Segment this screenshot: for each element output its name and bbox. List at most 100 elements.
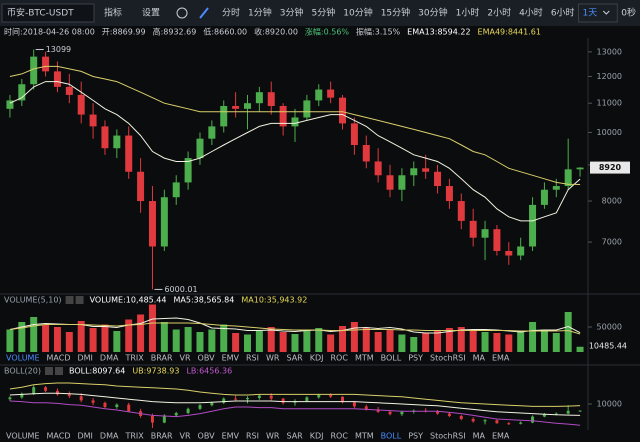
settings-icon[interactable]: [176, 7, 188, 19]
volume-bar: [362, 328, 370, 352]
volume-bar: [552, 333, 560, 352]
indicator-tab[interactable]: MA: [473, 354, 486, 363]
indicator-tab[interactable]: PSY: [408, 432, 423, 441]
indicator-tab[interactable]: DMI: [77, 432, 92, 441]
toolbar-button[interactable]: 设置: [142, 8, 160, 19]
candle-body: [388, 411, 392, 415]
indicator-tab[interactable]: EMA: [492, 354, 510, 363]
indicator-tab[interactable]: EMV: [222, 354, 240, 363]
volume-bar: [529, 322, 537, 352]
indicator-tab[interactable]: DMA: [100, 354, 119, 363]
candle-body: [364, 406, 368, 410]
interval-button[interactable]: 1天: [583, 9, 598, 19]
indicator-tab[interactable]: VR: [180, 432, 191, 441]
indicator-tab[interactable]: SAR: [286, 432, 303, 441]
indicator-tab[interactable]: ROC: [331, 354, 349, 363]
interval-button[interactable]: 5分钟: [312, 7, 336, 19]
info-item: 收:8920.00: [254, 27, 298, 37]
panel-icon: [54, 367, 63, 375]
info-item: 时间:2018-04-26 08:00: [4, 27, 95, 37]
panel-value: MA5:38,565.84: [173, 296, 234, 305]
indicator-tab[interactable]: ROC: [331, 432, 349, 441]
indicator-tab[interactable]: BOLL: [381, 432, 402, 441]
indicator-tab[interactable]: TRIX: [124, 354, 144, 363]
panel-value: BOLL:8097.64: [69, 367, 125, 376]
indicator-tab[interactable]: OBV: [198, 432, 216, 441]
indicator-tab[interactable]: WR: [266, 354, 280, 363]
volume-bar: [279, 332, 287, 352]
toolbar-button[interactable]: 指标: [104, 7, 122, 19]
volume-bar: [505, 334, 513, 352]
indicator-tab[interactable]: WR: [266, 432, 280, 441]
candle-body: [257, 395, 261, 398]
indicator-tab[interactable]: EMA: [492, 432, 510, 441]
candle-body: [172, 182, 180, 198]
candle-body: [542, 414, 546, 417]
candle-body: [315, 89, 323, 101]
candle-body: [341, 396, 345, 403]
dropdown-arrow: [602, 10, 610, 15]
candle-body: [162, 415, 166, 423]
indicator-tab[interactable]: TRIX: [124, 432, 144, 441]
interval-button[interactable]: 10分钟: [343, 7, 372, 19]
indicator-tab[interactable]: BRAR: [151, 432, 173, 441]
interval-button[interactable]: 6小时: [551, 7, 575, 19]
candle-body: [469, 220, 477, 238]
interval-button[interactable]: 15分钟: [381, 7, 410, 19]
volume-bar: [243, 334, 251, 352]
indicator-tab[interactable]: KDJ: [310, 432, 324, 441]
indicator-tab[interactable]: StochRSI: [430, 432, 466, 441]
indicator-tab[interactable]: RSI: [246, 354, 259, 363]
indicator-tab[interactable]: MTM: [355, 432, 374, 441]
volume-bar: [434, 331, 442, 352]
interval-button[interactable]: 3分钟: [280, 7, 304, 19]
indicator-tab[interactable]: VR: [180, 354, 191, 363]
indicator-tab[interactable]: MACD: [47, 354, 71, 363]
indicator-tab[interactable]: StochRSI: [430, 354, 466, 363]
candle-body: [220, 105, 228, 127]
volume-bar: [386, 329, 394, 352]
indicator-tab[interactable]: RSI: [246, 432, 259, 441]
volume-bar: [101, 324, 109, 352]
interval-button[interactable]: 分时: [222, 7, 240, 19]
candle-body: [160, 197, 168, 247]
indicator-tab[interactable]: MACD: [47, 432, 71, 441]
indicator-tab[interactable]: VOLUME: [6, 432, 40, 441]
interval-button[interactable]: 30分钟: [418, 7, 447, 19]
candle-body: [6, 100, 14, 109]
volume-bar: [374, 332, 382, 352]
last-price: 8920: [599, 163, 622, 172]
info-item: EMA49:8441.61: [478, 28, 541, 37]
indicator-tab[interactable]: MA: [473, 432, 486, 441]
candle-body: [125, 135, 133, 172]
indicator-tab[interactable]: OBV: [198, 354, 216, 363]
interval-button[interactable]: 2小时: [487, 7, 511, 19]
candle-body: [471, 419, 475, 422]
indicator-tab[interactable]: BRAR: [151, 354, 173, 363]
y-tick-label: 8000: [602, 197, 622, 206]
indicator-tab[interactable]: MTM: [355, 354, 374, 363]
symbol-box[interactable]: [1, 3, 95, 23]
candle-body: [517, 246, 525, 256]
volume-bar: [291, 334, 299, 352]
indicator-tab[interactable]: DMI: [77, 354, 92, 363]
symbol[interactable]: 币安-BTC-USDT: [7, 7, 74, 19]
indicator-tab[interactable]: SAR: [286, 354, 303, 363]
candle-body: [434, 171, 442, 187]
candle-body: [198, 405, 202, 409]
indicator-tab[interactable]: PSY: [408, 354, 423, 363]
interval-button[interactable]: 1小时: [456, 7, 480, 19]
y-tick-label: 50000: [597, 323, 622, 332]
indicator-tab[interactable]: BOLL: [381, 354, 402, 363]
interval-button[interactable]: 1分钟: [248, 7, 272, 19]
indicator-tab[interactable]: VOLUME: [6, 354, 40, 363]
indicator-tab[interactable]: KDJ: [310, 354, 324, 363]
volume-bar: [339, 326, 347, 352]
volume-bar: [457, 327, 465, 352]
draw-icon[interactable]: [199, 7, 209, 19]
interval-button[interactable]: 4小时: [519, 7, 543, 19]
indicator-tab[interactable]: EMV: [222, 432, 240, 441]
indicator-tab[interactable]: DMA: [100, 432, 119, 441]
volume-bar: [184, 327, 192, 352]
